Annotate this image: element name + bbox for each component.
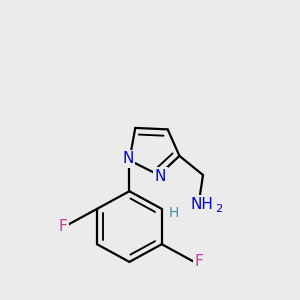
Text: NH: NH: [190, 197, 213, 212]
Text: N: N: [122, 151, 134, 166]
Text: H: H: [168, 206, 179, 220]
Text: 2: 2: [216, 204, 223, 214]
Text: F: F: [59, 219, 68, 234]
Text: F: F: [194, 254, 203, 269]
Text: N: N: [154, 169, 166, 184]
